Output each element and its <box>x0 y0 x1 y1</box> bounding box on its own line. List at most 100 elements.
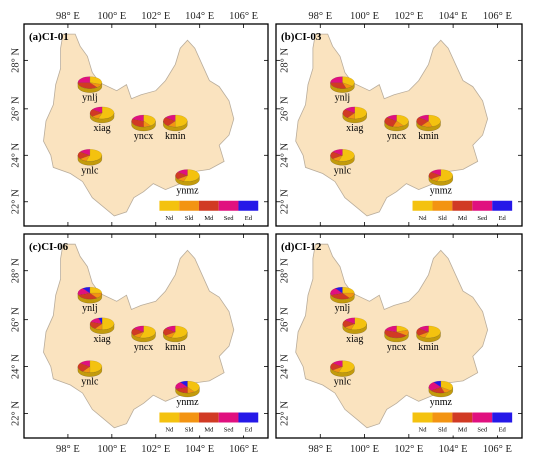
pie-ynlj <box>330 76 355 93</box>
city-label: ynmz <box>176 397 199 408</box>
pie-slice-nd <box>85 149 102 162</box>
pie-slice-nd <box>89 76 102 85</box>
legend-swatch-sed <box>472 412 493 423</box>
pie-slice-nd <box>143 114 156 126</box>
pie-slice-sld <box>395 329 409 336</box>
pie-slice-md <box>77 362 91 372</box>
legend-label: Md <box>204 215 214 222</box>
pie-slice-sed <box>79 149 91 156</box>
pie-yncx <box>384 114 409 132</box>
legend-label: Nd <box>165 215 174 222</box>
pie-slice-sed <box>386 114 397 122</box>
x-tick-label: 100° E <box>97 11 126 22</box>
pie-slice-sed <box>165 114 176 122</box>
pie-slice-md <box>416 328 429 336</box>
pie-slice-sed <box>332 360 343 367</box>
pie-slice-sed <box>92 106 103 114</box>
pie-slice-nd <box>396 114 409 126</box>
pie-slice-md <box>163 117 176 126</box>
pie-xiag <box>89 317 115 334</box>
pie-slice-md <box>430 386 445 394</box>
city-label: ynlj <box>82 303 98 314</box>
pie-yncx <box>131 114 156 132</box>
legend-swatch-sed <box>218 412 239 423</box>
city-label: ynlc <box>81 377 99 388</box>
y-tick-label: 24° N <box>11 354 22 379</box>
pie-slice-sld <box>177 175 188 182</box>
pie-slice-md <box>428 171 442 180</box>
y-tick-label: 22° N <box>11 189 22 214</box>
city-label: ynlj <box>335 93 351 104</box>
x-tick-label: 100° E <box>350 444 379 455</box>
legend-label: Sed <box>224 427 235 434</box>
pie-slice-md <box>131 118 144 128</box>
legend-swatch-ed <box>492 200 513 211</box>
pie-slice-nd <box>350 317 367 330</box>
legend-swatch-ed <box>238 412 259 423</box>
city-label: xiag <box>346 334 363 345</box>
pie-slice-nd <box>98 106 115 120</box>
pie-slice-sld <box>165 331 176 338</box>
legend-label: Sld <box>438 427 447 434</box>
pie-slice-ed <box>82 287 91 294</box>
y-tick-label: 26° N <box>280 96 291 121</box>
city-label: yncx <box>134 131 153 142</box>
pie-xiag <box>342 317 367 334</box>
pie-slice-nd <box>89 360 103 373</box>
pie-slice-nd <box>101 317 115 330</box>
legend-label: Sed <box>224 215 235 222</box>
x-tick-label: 102° E <box>394 11 423 22</box>
x-tick-label: 104° E <box>185 444 214 455</box>
pie-ynlc <box>330 360 355 377</box>
y-tick-label: 22° N <box>11 401 22 426</box>
map-panel: 98° E 100° E 102° E 104° E 106° E 28° N 26° N 2… <box>11 233 269 455</box>
x-tick-label: 102° E <box>394 444 423 455</box>
pie-slice-nd <box>187 380 200 393</box>
pie-slice-sld <box>440 386 451 393</box>
pie-slice-ed <box>335 287 343 294</box>
pie-kmin <box>416 325 441 343</box>
pie-slice-sed <box>165 325 176 333</box>
pie-slice-md <box>89 109 103 117</box>
pie-slice-sld <box>332 155 343 162</box>
pie-ynlc <box>77 360 103 377</box>
pie-slice-sld <box>79 155 91 162</box>
pie-kmin <box>163 114 188 132</box>
pie-slice-sld <box>187 386 195 394</box>
pie-ynmz <box>175 169 200 186</box>
pie-slice-md <box>77 151 91 159</box>
pie-slice-nd <box>139 325 156 339</box>
pie-slice-sed <box>418 325 429 333</box>
city-label: ynmz <box>176 186 199 197</box>
legend-swatch-nd <box>412 200 433 211</box>
x-tick-label: 106° E <box>229 444 258 455</box>
pie-slice-ed <box>98 317 103 325</box>
x-tick-label: 106° E <box>483 444 512 455</box>
pie-slice-md <box>131 328 144 336</box>
pie-slice-nd <box>89 287 103 294</box>
pie-slice-sld <box>430 175 442 182</box>
y-tick-label: 28° N <box>280 47 291 72</box>
x-tick-label: 102° E <box>141 444 170 455</box>
map-panel: 98° E 100° E 102° E 104° E 106° E 28° N 26° N 2… <box>275 11 523 227</box>
pie-slice-sld <box>94 323 103 330</box>
legend-label: Md <box>204 427 214 434</box>
x-tick-label: 100° E <box>97 444 126 455</box>
legend-swatch-nd <box>159 412 180 423</box>
legend-swatch-nd <box>412 412 433 423</box>
pie-slice-sld <box>342 82 353 89</box>
y-tick-label: 22° N <box>280 189 291 214</box>
legend-label: Ed <box>245 215 253 222</box>
y-tick-label: 26° N <box>11 307 22 332</box>
x-tick-label: 106° E <box>229 11 258 22</box>
pie-slice-sld <box>344 323 356 330</box>
pie-slice-sld <box>332 366 343 373</box>
x-tick-label: 98° E <box>308 11 332 22</box>
city-label: kmin <box>418 342 439 353</box>
x-tick-label: 98° E <box>56 11 80 22</box>
legend-label: Md <box>458 215 468 222</box>
pie-kmin <box>416 114 441 132</box>
y-tick-label: 28° N <box>11 258 22 283</box>
legend-swatch-md <box>198 412 219 423</box>
